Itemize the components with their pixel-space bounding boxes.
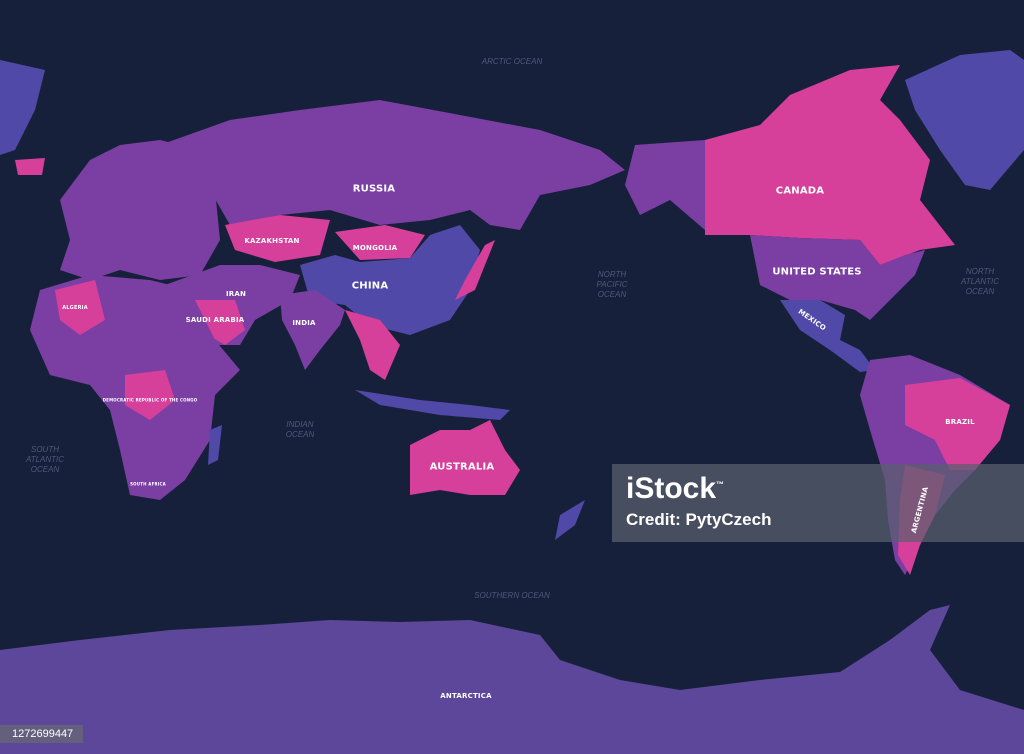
southeast-asia [345, 310, 400, 380]
label-china: CHINA [351, 280, 389, 292]
usa [750, 235, 925, 320]
istock-logo: iStock™ [626, 472, 724, 506]
label-south-atlantic-ocean: SOUTH ATLANTIC OCEAN [25, 445, 65, 474]
new-zealand [555, 500, 585, 540]
brazil [905, 378, 1010, 470]
label-canada: CANADA [775, 185, 825, 197]
label-kazakhstan: KAZAKHSTAN [244, 237, 300, 245]
label-brazil: BRAZIL [945, 418, 975, 426]
europe [60, 140, 220, 280]
alaska [625, 140, 705, 230]
label-southern-ocean: SOUTHERN OCEAN [474, 591, 550, 600]
canada [705, 65, 955, 265]
mexico [780, 300, 875, 372]
iceland [15, 158, 45, 175]
label-iran: IRAN [225, 290, 247, 298]
label-india: INDIA [292, 319, 316, 327]
antarctica [0, 605, 1024, 754]
australia [410, 420, 520, 495]
watermark-banner: iStock™ Credit: PytyCzech [612, 464, 1024, 542]
indonesia [355, 390, 510, 420]
label-indian-ocean: INDIAN OCEAN [285, 420, 315, 439]
algeria [55, 280, 105, 335]
kazakhstan [225, 215, 330, 262]
mongolia [335, 225, 425, 260]
label-antarctica: ANTARCTICA [440, 692, 492, 700]
watermark-credit: Credit: PytyCzech [626, 510, 772, 529]
russia [160, 100, 625, 230]
drc [125, 370, 175, 420]
india [280, 290, 345, 370]
greenland [905, 50, 1024, 190]
label-drc: DEMOCRATIC REPUBLIC OF THE CONGO [102, 397, 198, 403]
label-north-pacific-ocean: NORTH PACIFIC OCEAN [596, 270, 628, 299]
label-russia: RUSSIA [352, 183, 396, 195]
greenland-west [0, 60, 45, 155]
label-united-states: UNITED STATES [772, 266, 862, 278]
label-arctic-ocean: ARCTIC OCEAN [481, 57, 543, 66]
label-algeria: ALGERIA [62, 305, 88, 311]
label-saudi-arabia: SAUDI ARABIA [185, 316, 245, 324]
china [300, 225, 480, 335]
image-id: 1272699447 [0, 725, 84, 743]
trademark: ™ [716, 480, 725, 489]
label-mongolia: MONGOLIA [352, 244, 398, 252]
madagascar [208, 425, 222, 465]
label-north-atlantic-ocean: NORTH ATLANTIC OCEAN [960, 267, 1000, 296]
label-australia: AUSTRALIA [429, 461, 495, 473]
japan [455, 240, 495, 300]
istock-logo-text: iStock [626, 472, 717, 505]
label-south-africa: SOUTH AFRICA [130, 481, 166, 487]
